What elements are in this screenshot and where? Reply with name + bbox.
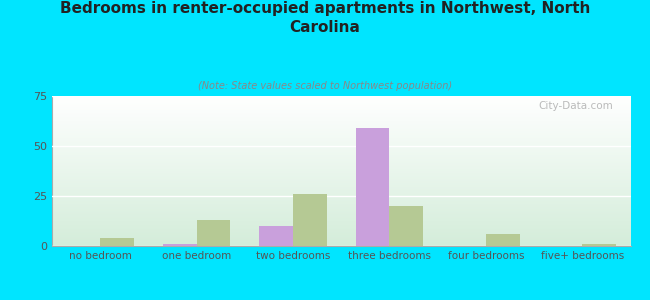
- Bar: [196, 220, 230, 246]
- Bar: [486, 234, 519, 246]
- Bar: [293, 194, 327, 246]
- Text: (Note: State values scaled to Northwest population): (Note: State values scaled to Northwest …: [198, 81, 452, 91]
- Bar: [163, 244, 196, 246]
- Bar: [100, 238, 134, 246]
- Bar: [356, 128, 389, 246]
- Bar: [259, 226, 293, 246]
- Bar: [582, 244, 616, 246]
- Text: Bedrooms in renter-occupied apartments in Northwest, North
Carolina: Bedrooms in renter-occupied apartments i…: [60, 2, 590, 35]
- Text: City-Data.com: City-Data.com: [538, 100, 613, 110]
- Bar: [389, 206, 423, 246]
